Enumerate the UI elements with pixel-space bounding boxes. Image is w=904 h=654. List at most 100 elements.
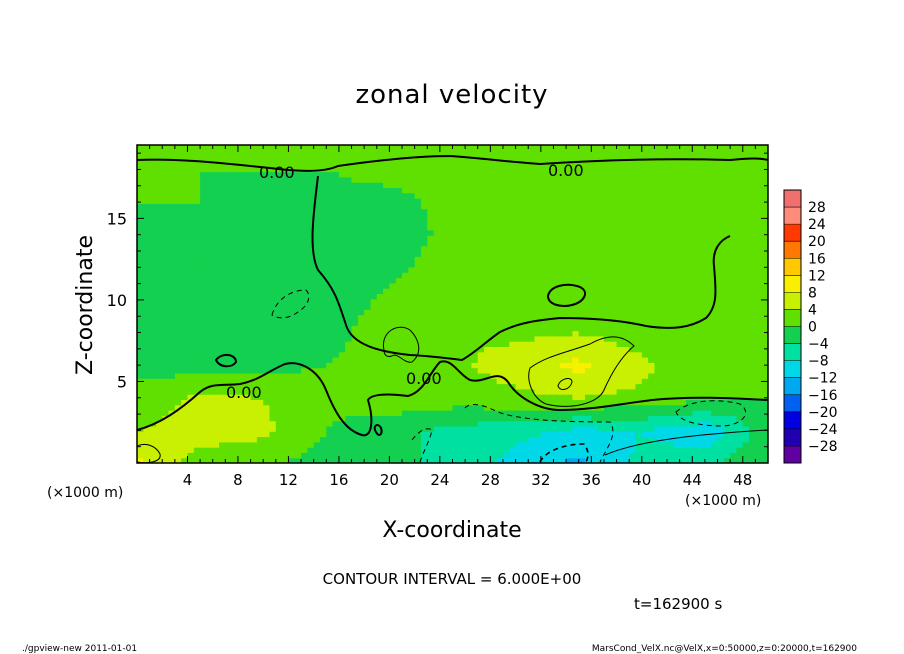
heatmap-cell xyxy=(187,309,195,316)
heatmap-cell xyxy=(730,261,738,268)
heatmap-cell xyxy=(635,235,643,241)
heatmap-cell xyxy=(319,219,327,226)
heatmap-cell xyxy=(231,431,239,438)
heatmap-cell xyxy=(692,309,700,316)
heatmap-cell xyxy=(193,383,201,390)
heatmap-cell xyxy=(174,277,182,284)
heatmap-cell xyxy=(282,404,290,411)
heatmap-cell xyxy=(698,272,706,279)
heatmap-cell xyxy=(654,293,662,300)
heatmap-cell xyxy=(162,272,170,279)
heatmap-cell xyxy=(200,367,208,374)
heatmap-cell xyxy=(313,394,321,400)
heatmap-cell xyxy=(206,240,214,247)
heatmap-cell xyxy=(389,410,397,416)
heatmap-cell xyxy=(162,240,170,247)
heatmap-cell xyxy=(263,351,271,358)
heatmap-cell xyxy=(698,341,706,347)
heatmap-cell xyxy=(540,240,548,247)
heatmap-cell xyxy=(484,213,491,220)
heatmap-cell xyxy=(351,261,359,268)
heatmap-cell xyxy=(193,325,201,332)
heatmap-cell xyxy=(616,420,624,427)
heatmap-cell xyxy=(667,235,674,241)
heatmap-cell xyxy=(521,229,529,236)
heatmap-cell xyxy=(509,298,517,305)
heatmap-cell xyxy=(206,404,214,411)
heatmap-cell xyxy=(301,261,308,268)
heatmap-cell xyxy=(174,219,182,226)
heatmap-cell xyxy=(402,213,409,220)
heatmap-cell xyxy=(717,372,725,379)
heatmap-cell xyxy=(225,388,233,395)
heatmap-cell xyxy=(679,240,687,247)
heatmap-cell xyxy=(711,245,719,252)
heatmap-cell xyxy=(458,341,466,347)
heatmap-cell xyxy=(200,388,208,395)
heatmap-cell xyxy=(294,213,302,220)
heatmap-cell xyxy=(458,240,466,247)
heatmap-cell xyxy=(206,256,214,263)
heatmap-cell xyxy=(307,335,315,342)
heatmap-cell xyxy=(484,394,491,400)
heatmap-cell xyxy=(288,251,296,257)
heatmap-cell xyxy=(515,277,523,284)
heatmap-cell xyxy=(149,431,157,438)
heatmap-cell xyxy=(704,425,712,432)
heatmap-cell xyxy=(326,399,334,406)
heatmap-cell xyxy=(578,288,586,294)
heatmap-cell xyxy=(206,309,214,316)
heatmap-cell xyxy=(610,198,618,204)
heatmap-cell xyxy=(477,325,485,332)
heatmap-cell xyxy=(635,362,643,369)
heatmap-cell xyxy=(193,309,201,316)
heatmap-cell xyxy=(749,319,756,326)
heatmap-cell xyxy=(420,441,428,448)
heatmap-cell xyxy=(187,325,195,332)
heatmap-cell xyxy=(616,404,624,411)
heatmap-cell xyxy=(534,245,542,252)
heatmap-cell xyxy=(244,404,252,411)
heatmap-cell xyxy=(635,304,643,310)
heatmap-cell xyxy=(654,219,662,226)
heatmap-cell xyxy=(149,256,157,263)
heatmap-cell xyxy=(420,314,428,321)
heatmap-cell xyxy=(193,436,201,443)
heatmap-cell xyxy=(313,325,321,332)
heatmap-cell xyxy=(433,272,441,279)
heatmap-cell xyxy=(648,362,656,369)
heatmap-cell xyxy=(168,367,176,374)
heatmap-cell xyxy=(622,457,630,463)
heatmap-cell xyxy=(395,388,403,395)
heatmap-cell xyxy=(395,399,403,406)
heatmap-cell xyxy=(679,357,687,363)
heatmap-cell xyxy=(736,282,744,289)
heatmap-cell xyxy=(616,431,624,438)
heatmap-cell xyxy=(212,420,220,427)
heatmap-cell xyxy=(698,219,706,226)
heatmap-cell xyxy=(250,198,258,204)
heatmap-cell xyxy=(685,399,693,406)
heatmap-cell xyxy=(383,314,390,321)
heatmap-cell xyxy=(345,404,353,411)
heatmap-cell xyxy=(742,261,750,268)
heatmap-cell xyxy=(654,229,662,236)
heatmap-cell xyxy=(711,357,719,363)
heatmap-cell xyxy=(389,425,397,432)
heatmap-cell xyxy=(496,203,504,210)
heatmap-cell xyxy=(275,288,283,294)
heatmap-cell xyxy=(673,415,681,422)
heatmap-cell xyxy=(237,208,245,215)
heatmap-cell xyxy=(389,282,397,289)
heatmap-cell xyxy=(402,425,409,432)
heatmap-cell xyxy=(610,378,618,385)
heatmap-cell xyxy=(540,362,548,369)
heatmap-cell xyxy=(622,272,630,279)
heatmap-cell xyxy=(515,351,523,358)
heatmap-cell xyxy=(269,219,277,226)
heatmap-cell xyxy=(509,229,517,236)
heatmap-cell xyxy=(540,304,548,310)
heatmap-cell xyxy=(515,447,523,453)
heatmap-cell xyxy=(370,293,378,300)
heatmap-cell xyxy=(736,351,744,358)
